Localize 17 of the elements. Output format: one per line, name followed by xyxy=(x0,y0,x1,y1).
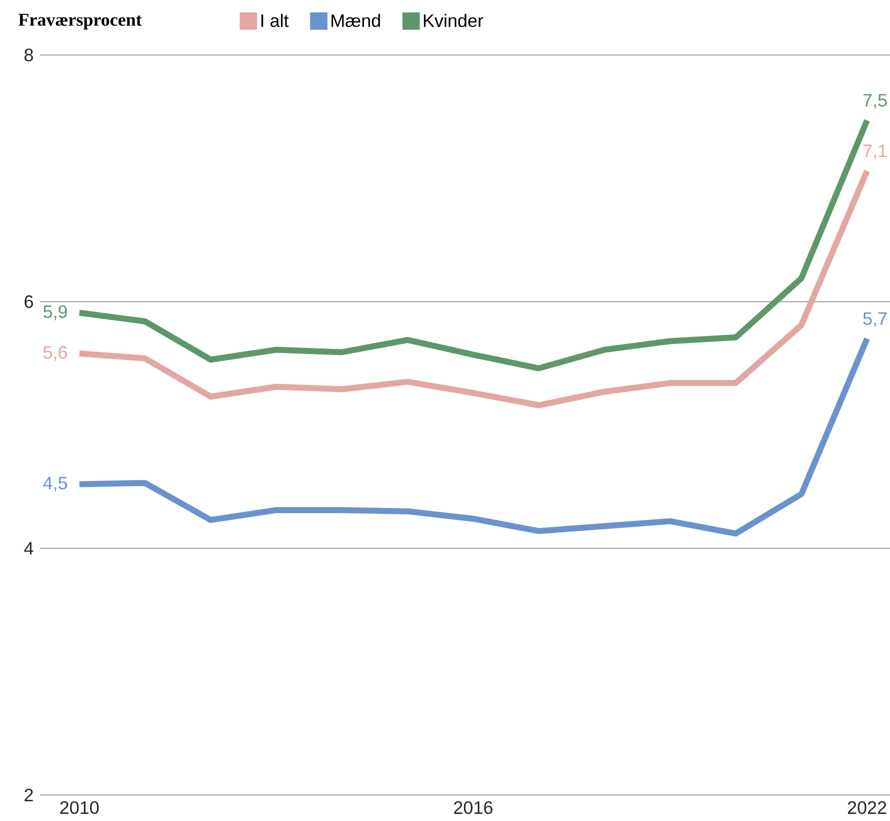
data-label: 4,5 xyxy=(43,476,68,492)
y-tick-label: 4 xyxy=(24,542,34,555)
y-tick-label: 6 xyxy=(24,295,33,308)
legend-label: Mænd xyxy=(332,14,380,28)
legend-label: Kvinder xyxy=(424,14,484,28)
x-tick-label: 2022 xyxy=(848,801,886,814)
data-label: 5,9 xyxy=(43,305,67,320)
data-label: 7,5 xyxy=(863,94,887,109)
x-tick-label: 2010 xyxy=(60,801,99,814)
data-label: 7,1 xyxy=(863,144,887,160)
y-tick-label: 2 xyxy=(24,788,33,802)
x-tick-label: 2016 xyxy=(454,801,492,814)
data-label: 5,6 xyxy=(43,346,67,361)
legend-label: I alt xyxy=(261,14,289,28)
y-tick-label: 8 xyxy=(24,48,33,62)
data-label: 5,7 xyxy=(863,312,887,328)
y-axis-title: Fraværsprocent xyxy=(18,14,142,30)
